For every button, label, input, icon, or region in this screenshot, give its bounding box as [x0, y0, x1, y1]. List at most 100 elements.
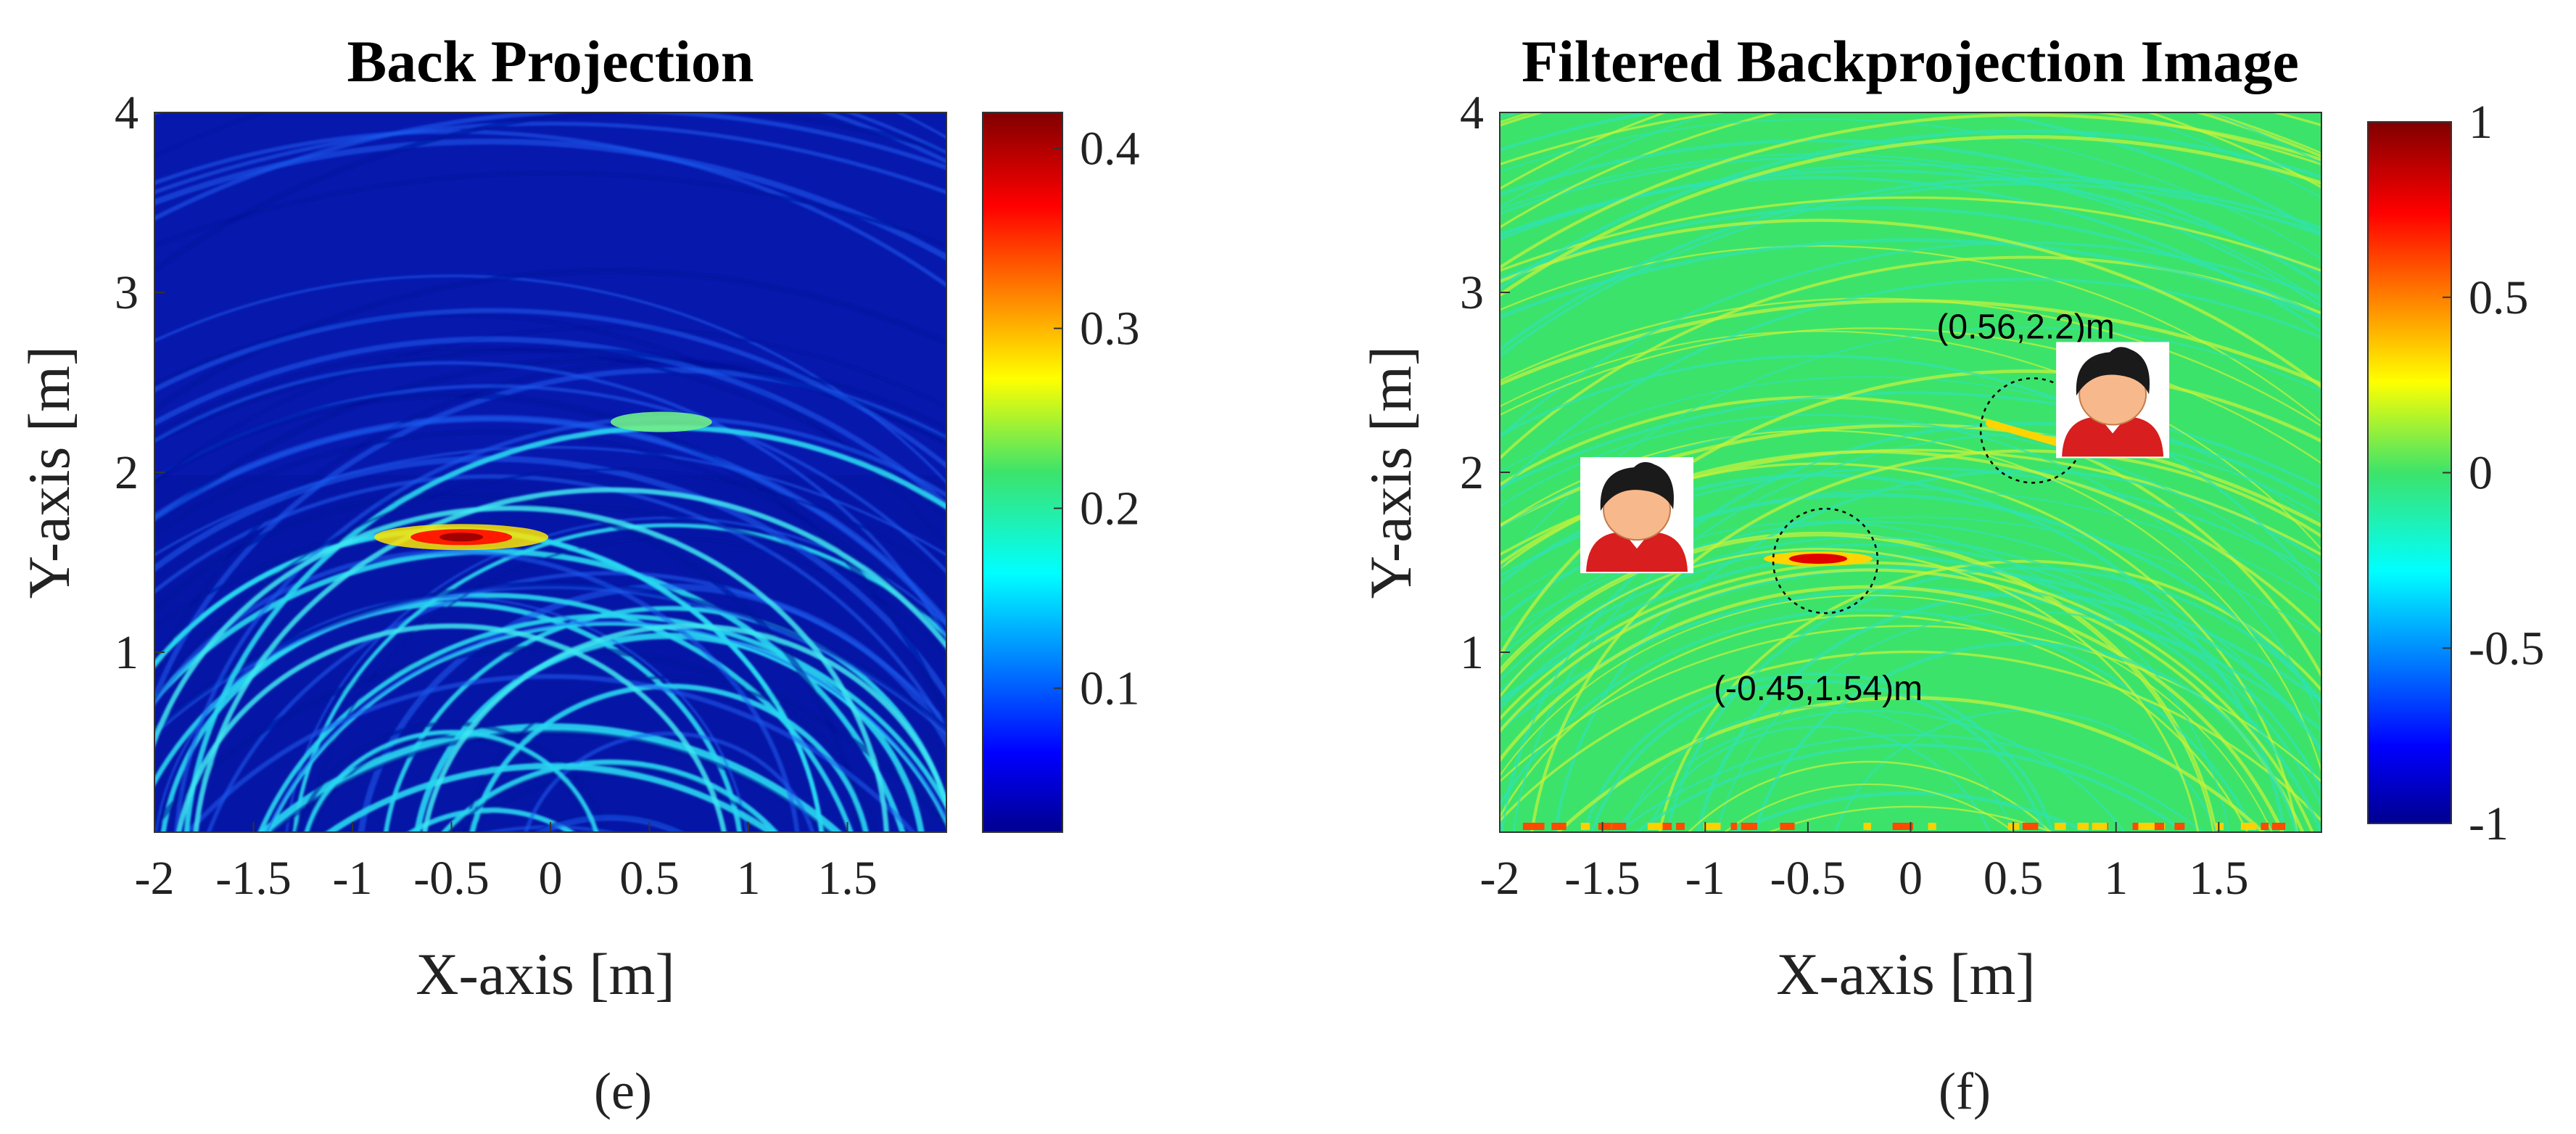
y-tick-label: 3: [115, 266, 139, 319]
edge-speckle: [2054, 823, 2066, 830]
y-tick-label: 4: [1460, 86, 1484, 139]
arc-trace: [154, 549, 800, 832]
x-tick-label: -0.5: [1770, 852, 1846, 905]
peak-marker: [1789, 554, 1848, 564]
colorbar-tick-label: -1: [2469, 797, 2509, 850]
arc-trace: [1500, 164, 2321, 237]
x-tick-label: -2: [135, 852, 175, 905]
colorbar-tick-label: 0.1: [1080, 662, 1140, 715]
arc-trace: [294, 721, 608, 832]
arc-trace: [1500, 255, 2321, 461]
arc-trace: [154, 492, 864, 832]
arc-trace: [1500, 566, 2321, 704]
arc-trace: [1500, 376, 2321, 527]
arc-trace: [1500, 218, 2321, 390]
arc-trace: [1666, 566, 2321, 832]
arc-trace: [154, 138, 946, 261]
arc-trace: [1500, 422, 2321, 593]
arc-trace: [154, 593, 854, 832]
x-axis-ticks: -2 -1.5 -1 -0.5 0 0.5 1 1.5: [1480, 822, 2249, 905]
edge-speckle: [1676, 823, 1685, 830]
arc-trace: [1622, 706, 2014, 832]
arc-trace: [257, 613, 946, 832]
x-tick-label: 1: [737, 852, 761, 905]
y-tick-label: 4: [115, 86, 139, 139]
x-tick-label: -1.5: [1564, 852, 1640, 905]
arc-trace: [154, 645, 946, 831]
filtered-backprojection-panel: Filtered Backprojection Image 1 2 3 4 -2 -1.…: [1358, 28, 2544, 1120]
x-axis-ticks: -2 -1.5 -1 -0.5 0 0.5 1 1.5: [135, 822, 878, 905]
colorbar-tick-label: 0.3: [1080, 303, 1140, 356]
colorbar-tick-label: 1: [2469, 96, 2493, 149]
arc-trace: [154, 308, 946, 469]
arc-trace: [176, 623, 727, 832]
arc-trace: [1500, 561, 2314, 832]
edge-speckle: [2007, 823, 2015, 830]
arc-trace: [1500, 241, 2321, 439]
edge-speckle: [1522, 823, 1532, 830]
person-icon: [1580, 457, 1694, 574]
arc-trace: [310, 735, 593, 832]
arc-texture: [1500, 112, 2321, 1115]
arc-trace: [265, 620, 946, 832]
arc-trace: [1500, 585, 2284, 832]
panel-caption: (e): [594, 1062, 652, 1120]
arc-trace: [1788, 1012, 2034, 1115]
edge-speckle: [2261, 823, 2269, 830]
arc-trace: [531, 813, 689, 832]
edge-speckle: [1647, 823, 1655, 830]
arc-trace: [1500, 330, 2321, 551]
panel-title: Filtered Backprojection Image: [1522, 28, 2299, 94]
arc-trace: [459, 772, 761, 832]
arc-trace: [441, 759, 779, 832]
arc-trace: [154, 445, 946, 556]
arc-trace: [154, 506, 889, 832]
arc-trace: [268, 729, 833, 832]
arc-trace: [1500, 625, 2321, 783]
arc-trace: [1500, 488, 2321, 603]
edge-speckle: [1530, 823, 1545, 830]
y-tick-label: 2: [115, 446, 139, 499]
arc-trace: [1500, 594, 2274, 832]
arc-trace: [185, 674, 916, 832]
colorbar-ticks: -1 -0.5 0 0.5 1: [2443, 96, 2544, 850]
edge-speckle: [1928, 823, 1936, 830]
edge-speckle: [1611, 823, 1627, 830]
arc-trace: [1500, 139, 2321, 287]
arc-trace: [1500, 196, 2321, 272]
arc-trace: [154, 129, 946, 288]
panel-caption: (f): [1939, 1062, 1991, 1120]
arc-trace: [1617, 734, 2205, 832]
edge-speckle: [2154, 823, 2165, 830]
arc-trace: [1501, 423, 2321, 832]
arc-trace: [1767, 805, 2055, 832]
icon-shirt: [1586, 533, 1688, 572]
edge-speckle: [1710, 823, 1721, 830]
edge-speckle: [2271, 823, 2286, 830]
arc-trace: [1500, 354, 2321, 594]
back-projection-panel: Back Projection 1 2 3 4 -2 -1.5 -1 -0.5 0 0.5 1 1.…: [16, 28, 1140, 1120]
icon-hair: [2076, 347, 2150, 396]
arc-trace: [1500, 297, 2321, 427]
edge-speckle: [1598, 823, 1611, 830]
arc-trace: [154, 430, 946, 649]
y-axis-ticks: 1 2 3 4: [115, 86, 165, 679]
arc-trace: [292, 523, 946, 832]
arc-trace: [1500, 448, 2321, 556]
arc-trace: [414, 633, 925, 832]
arc-trace: [193, 487, 946, 832]
target-coordinate-label: (-0.45,1.54)m: [1714, 670, 1923, 708]
arc-trace: [1658, 559, 2321, 832]
arc-trace: [1500, 521, 2230, 832]
person-icon: [2056, 342, 2170, 459]
x-axis-label: X-axis [m]: [1776, 941, 2036, 1007]
arc-trace: [1753, 641, 2298, 832]
arc-trace: [325, 763, 776, 832]
arc-trace: [1500, 391, 2321, 490]
arc-trace: [1500, 299, 2321, 386]
x-tick-label: -1: [333, 852, 373, 905]
arc-trace: [154, 121, 946, 194]
arc-trace: [258, 723, 843, 832]
arc-trace: [154, 313, 946, 548]
